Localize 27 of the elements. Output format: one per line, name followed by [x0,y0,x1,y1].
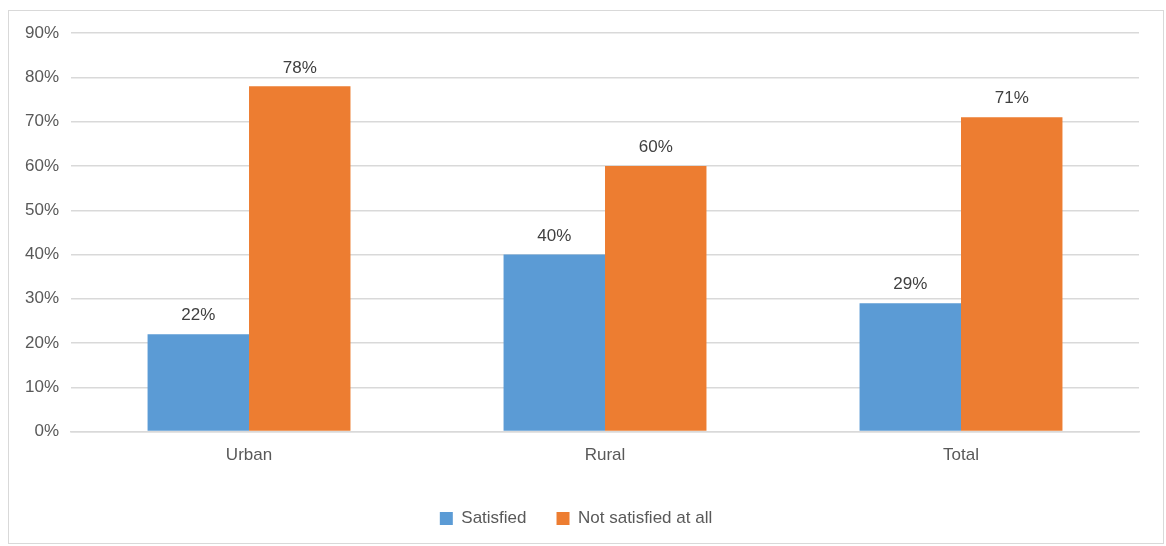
x-tick-label: Rural [584,445,626,465]
legend-label: Not satisfied at all [578,508,713,528]
data-label: 78% [282,57,317,77]
y-tick-label: 70% [24,111,60,131]
y-tick-label: 0% [34,421,60,441]
bar [147,334,250,431]
bar [605,166,707,431]
y-tick-label: 10% [24,377,60,397]
bar [249,86,351,431]
bar [961,117,1063,431]
y-tick-label: 20% [24,332,60,352]
bar [503,254,606,431]
y-tick-label: 80% [24,67,60,87]
data-label: 29% [893,274,928,294]
x-tick-label: Total [943,445,979,465]
x-tick-label: Urban [225,445,273,465]
data-label: 60% [638,137,673,157]
y-tick-label: 30% [24,288,60,308]
y-tick-label: 50% [24,199,60,219]
legend-label: Satisfied [461,508,527,528]
data-label: 40% [537,225,572,245]
bar [859,303,961,431]
y-tick-label: 40% [24,244,60,264]
y-tick-label: 90% [24,22,60,42]
y-tick-label: 60% [24,155,60,175]
data-label: 71% [994,88,1029,108]
data-label: 22% [181,305,216,325]
